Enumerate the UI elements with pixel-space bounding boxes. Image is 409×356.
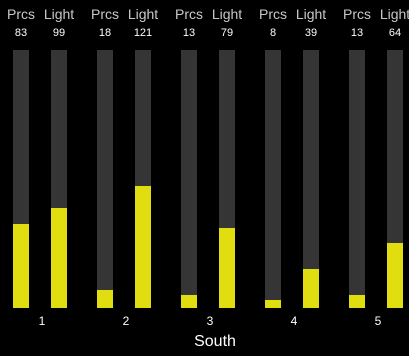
light-meter bbox=[135, 50, 151, 308]
prcs-meter bbox=[13, 50, 29, 308]
prcs-meter bbox=[181, 50, 197, 308]
prcs-column: Prcs 18 bbox=[84, 0, 126, 310]
light-column: Light 39 bbox=[290, 0, 332, 310]
prcs-label: Prcs bbox=[343, 6, 371, 22]
prcs-label: Prcs bbox=[175, 6, 203, 22]
channel-5: Prcs 13 Light 64 5 bbox=[336, 0, 409, 330]
light-meter bbox=[219, 50, 235, 308]
prcs-meter-fill bbox=[181, 295, 197, 308]
channel-number: 3 bbox=[206, 314, 214, 328]
light-value: 64 bbox=[388, 27, 402, 39]
prcs-label: Prcs bbox=[91, 6, 119, 22]
channel-number: 1 bbox=[38, 314, 46, 328]
channel-number: 2 bbox=[122, 314, 130, 328]
light-label: Light bbox=[295, 6, 327, 22]
prcs-label: Prcs bbox=[259, 6, 287, 22]
light-column: Light 64 bbox=[374, 0, 409, 310]
prcs-meter-fill bbox=[13, 224, 29, 308]
light-label: Light bbox=[43, 6, 75, 22]
prcs-meter bbox=[265, 50, 281, 308]
channel-number: 5 bbox=[374, 314, 382, 328]
light-label: Light bbox=[127, 6, 159, 22]
light-meter-fill bbox=[303, 269, 319, 308]
channel-number: 4 bbox=[290, 314, 298, 328]
prcs-value: 8 bbox=[269, 27, 277, 39]
prcs-value: 13 bbox=[350, 27, 364, 39]
group-title: South bbox=[194, 333, 236, 350]
light-meter-fill bbox=[51, 208, 67, 308]
light-value: 121 bbox=[133, 27, 153, 39]
light-meter-fill bbox=[135, 186, 151, 308]
prcs-value: 18 bbox=[98, 27, 112, 39]
channel-3: Prcs 13 Light 79 3 bbox=[168, 0, 252, 330]
light-column: Light 79 bbox=[206, 0, 248, 310]
prcs-meter bbox=[97, 50, 113, 308]
channel-4: Prcs 8 Light 39 4 bbox=[252, 0, 336, 330]
light-value: 39 bbox=[304, 27, 318, 39]
light-value: 99 bbox=[52, 27, 66, 39]
prcs-column: Prcs 13 bbox=[336, 0, 378, 310]
light-meter bbox=[387, 50, 403, 308]
prcs-meter bbox=[349, 50, 365, 308]
prcs-meter-fill bbox=[265, 300, 281, 308]
prcs-column: Prcs 13 bbox=[168, 0, 210, 310]
prcs-meter-fill bbox=[97, 290, 113, 308]
prcs-value: 83 bbox=[14, 27, 28, 39]
prcs-column: Prcs 83 bbox=[0, 0, 42, 310]
channel-1: Prcs 83 Light 99 1 bbox=[0, 0, 84, 330]
light-column: Light 121 bbox=[122, 0, 164, 310]
prcs-label: Prcs bbox=[7, 6, 35, 22]
light-label: Light bbox=[211, 6, 243, 22]
channel-2: Prcs 18 Light 121 2 bbox=[84, 0, 168, 330]
light-column: Light 99 bbox=[38, 0, 80, 310]
light-meter bbox=[51, 50, 67, 308]
prcs-column: Prcs 8 bbox=[252, 0, 294, 310]
light-meter-fill bbox=[387, 243, 403, 308]
prcs-meter-fill bbox=[349, 295, 365, 308]
light-label: Light bbox=[379, 6, 409, 22]
light-meter bbox=[303, 50, 319, 308]
light-meter-fill bbox=[219, 228, 235, 308]
light-value: 79 bbox=[220, 27, 234, 39]
prcs-value: 13 bbox=[182, 27, 196, 39]
